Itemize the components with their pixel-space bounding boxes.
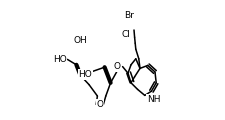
- Text: O: O: [112, 62, 119, 71]
- Text: O: O: [96, 100, 103, 109]
- Text: HO: HO: [78, 70, 92, 79]
- Text: HO: HO: [52, 55, 66, 65]
- Text: OH: OH: [73, 36, 86, 45]
- Text: Br: Br: [123, 11, 133, 20]
- Text: NH: NH: [146, 95, 160, 103]
- Text: Cl: Cl: [121, 30, 129, 39]
